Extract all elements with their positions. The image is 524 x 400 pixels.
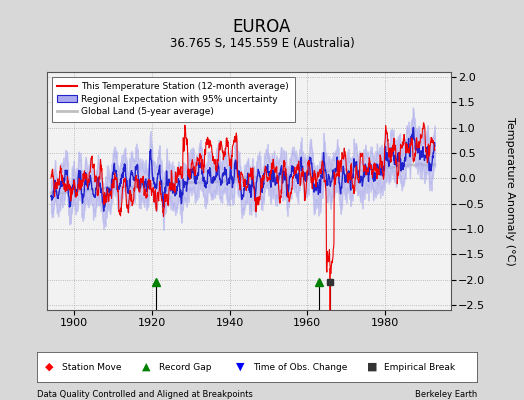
Text: Data Quality Controlled and Aligned at Breakpoints: Data Quality Controlled and Aligned at B… xyxy=(37,390,253,399)
Text: ■: ■ xyxy=(367,362,377,372)
Text: ◆: ◆ xyxy=(45,362,53,372)
Text: ▼: ▼ xyxy=(236,362,244,372)
Text: Berkeley Earth: Berkeley Earth xyxy=(414,390,477,399)
Text: Record Gap: Record Gap xyxy=(159,362,211,372)
Legend: This Temperature Station (12-month average), Regional Expectation with 95% uncer: This Temperature Station (12-month avera… xyxy=(52,76,294,122)
Text: Empirical Break: Empirical Break xyxy=(384,362,455,372)
Text: 36.765 S, 145.559 E (Australia): 36.765 S, 145.559 E (Australia) xyxy=(170,37,354,50)
Text: EUROA: EUROA xyxy=(233,18,291,36)
Text: ▲: ▲ xyxy=(141,362,150,372)
Text: Time of Obs. Change: Time of Obs. Change xyxy=(253,362,347,372)
Text: Station Move: Station Move xyxy=(62,362,122,372)
Y-axis label: Temperature Anomaly (°C): Temperature Anomaly (°C) xyxy=(505,117,515,265)
